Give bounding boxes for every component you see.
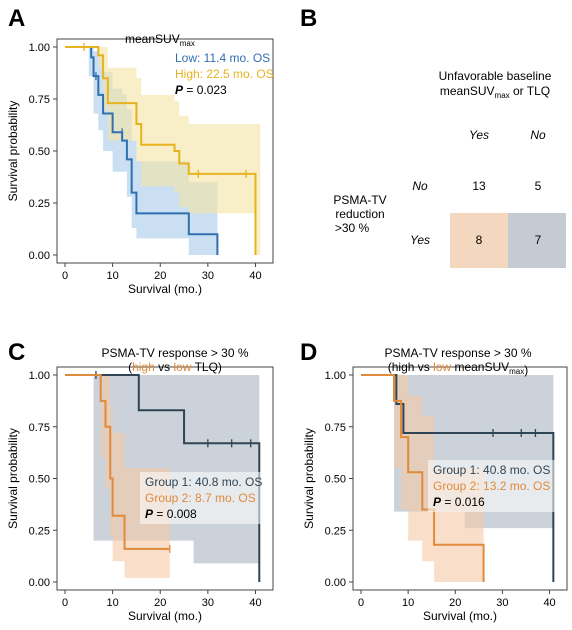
table-row-title-1: PSMA-TV [333,193,386,207]
chart-c-legend-item-2: Group 2: 8.7 mo. OS [145,491,256,505]
chart-d-ytick-label-3: 0.75 [325,422,346,434]
chart-a-ytick-label-4: 1.00 [29,42,50,54]
chart-a-legend-item-3: P = 0.023 [175,83,227,97]
chart-d-legend-box [428,460,555,512]
chart-d-xtick-label-3: 30 [496,597,508,609]
chart-a-ytick-label-0: 0.00 [29,250,50,262]
km-chart-d: 0 10 20 30 40 0.00 0.25 0.50 0.75 1.00 Survival (m… [302,346,568,623]
chart-c-ytick-label-3: 0.75 [29,422,50,434]
chart-c-ytick-label-0: 0.00 [29,577,50,589]
chart-a-xtick-label-3: 30 [202,270,214,282]
chart-a-series-line-2 [65,46,257,255]
table-cell-yes-yes-bg [450,213,508,268]
chart-a-xtick-label-2: 20 [154,270,166,282]
chart-d-ytick-label-0: 0.00 [325,577,346,589]
chart-a-legend-item-2: High: 22.5 mo. OS [175,67,274,81]
chart-d-xtick-label-0: 0 [358,597,364,609]
chart-a-ytick-label-3: 0.75 [29,94,50,106]
chart-c-xtick-label-4: 40 [249,597,261,609]
table-cell-no-no: 5 [535,179,542,193]
chart-d-series-line-2 [361,374,485,582]
chart-d-xtick-label-4: 40 [543,597,555,609]
panel-label-a: A [8,5,25,32]
chart-a-ci-band-2 [65,47,261,255]
panel-label-d: D [300,339,317,366]
chart-d-ytick-label-1: 0.25 [325,525,346,537]
chart-c-ytick-label-1: 0.25 [29,525,50,537]
chart-a-ytick-label-1: 0.25 [29,198,50,210]
table-cell-yes-no-bg [508,213,566,268]
chart-d-series-line-1 [361,374,555,582]
chart-c-legend-item-1: Group 1: 40.8 mo. OS [145,475,262,489]
chart-c-legend-item-3: P = 0.008 [145,507,197,521]
km-chart-c: 0 10 20 30 40 0.00 0.25 0.50 0.75 1.00 Survival (m… [6,346,274,623]
chart-c-xtick-label-0: 0 [62,597,68,609]
chart-d-legend-item-2: Group 2: 13.2 mo. OS [433,479,550,493]
chart-c-series-line-2 [65,374,170,550]
chart-a-xtick-label-1: 10 [106,270,118,282]
table-cell-yes-no: 7 [535,233,542,247]
chart-d-ytick-label-2: 0.50 [325,474,346,486]
chart-c-ytick-label-2: 0.50 [29,474,50,486]
chart-a-ylabel: Survival probability [6,101,20,202]
table-col-yes: Yes [469,128,489,142]
chart-c-title: PSMA-TV response > 30 % [101,346,248,360]
table-row-title-3: >30 % [335,221,370,235]
table-header-line2: meanSUVmax or TLQ [440,84,550,100]
table-cell-no-yes: 13 [472,179,486,193]
table-row-yes: Yes [410,233,430,247]
chart-a-title: meanSUVmax [125,32,195,48]
chart-a-xtick-label-0: 0 [62,270,68,282]
chart-d-ytick-label-4: 1.00 [325,370,346,382]
chart-a-xlabel: Survival (mo.) [128,282,202,296]
table-col-no: No [530,128,546,142]
chart-a-xtick-label-4: 40 [249,270,261,282]
chart-c-ytick-label-4: 1.00 [29,370,50,382]
chart-d-subtitle: (high vs low meanSUVmax) [388,360,529,377]
chart-d-legend-item-1: Group 1: 40.8 mo. OS [433,463,550,477]
chart-a-series-line-1 [65,46,219,255]
chart-d-xtick-label-2: 20 [449,597,461,609]
panel-label-c: C [8,339,25,366]
chart-c-ci-band-2 [65,375,170,578]
chart-d-ylabel: Survival probability [302,428,316,529]
chart-c-xtick-label-3: 30 [202,597,214,609]
chart-c-series-line-1 [65,374,261,582]
table-row-title-2: reduction [335,207,384,221]
chart-d-xlabel: Survival (mo.) [423,609,497,623]
km-chart-a: 0 10 20 30 40 0.00 0.25 0.50 0.75 1.00 Survival (m… [6,32,274,296]
chart-c-ylabel: Survival probability [6,428,20,529]
table-header-line1: Unfavorable baseline [439,69,552,83]
panel-label-b: B [300,5,317,32]
chart-d-legend-item-3: P = 0.016 [433,495,485,509]
chart-c-subtitle: (high vs low TLQ) [128,360,222,374]
chart-c-xlabel: Survival (mo.) [128,609,202,623]
chart-a-ytick-label-2: 0.50 [29,146,50,158]
chart-a-legend-item-1: Low: 11.4 mo. OS [175,51,270,65]
chart-c-xtick-label-1: 10 [106,597,118,609]
table-row-no: No [412,179,428,193]
chart-d-xtick-label-1: 10 [402,597,414,609]
table-cell-yes-yes: 8 [476,233,483,247]
chart-c-xtick-label-2: 20 [154,597,166,609]
chart-c-legend-box [140,472,267,524]
panel-b-table: Unfavorable baseline meanSUVmax or TLQ Y… [333,69,566,268]
chart-d-title: PSMA-TV response > 30 % [384,346,531,360]
